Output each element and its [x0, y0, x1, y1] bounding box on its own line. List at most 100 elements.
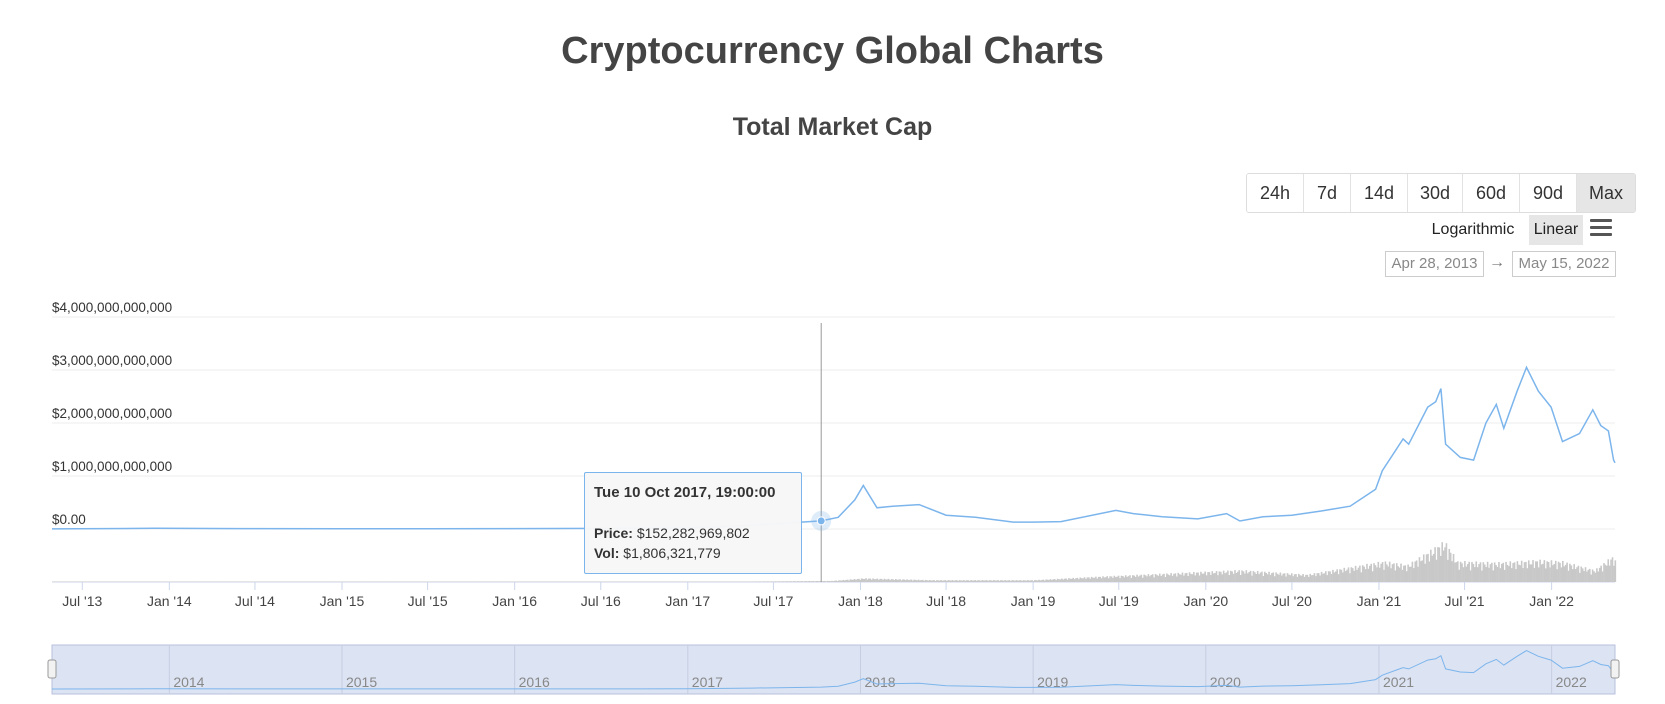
volume-bar — [1317, 573, 1320, 582]
logarithmic-scale-button[interactable]: Logarithmic — [1431, 221, 1515, 238]
volume-bar — [710, 581, 713, 582]
volume-bar — [1499, 568, 1502, 582]
x-tick-label: Jan '22 — [1529, 593, 1574, 609]
volume-bar — [1390, 568, 1392, 582]
volume-bar — [1014, 580, 1016, 582]
volume-bar — [157, 581, 159, 582]
volume-bar — [1105, 577, 1107, 582]
date-from-input[interactable]: Apr 28, 2013 — [1385, 251, 1484, 277]
volume-bar — [1167, 574, 1170, 582]
volume-bar — [1367, 568, 1370, 582]
range-button-90d[interactable]: 90d — [1520, 174, 1577, 212]
volume-bar — [1004, 580, 1006, 582]
navigator-handle-left[interactable] — [47, 659, 57, 679]
volume-bar — [753, 581, 755, 582]
volume-bar — [486, 581, 488, 582]
volume-bar — [581, 581, 583, 582]
y-tick-label: $4,000,000,000,000 — [52, 300, 172, 315]
volume-bar — [354, 581, 356, 582]
volume-bar — [791, 581, 793, 582]
volume-bar — [947, 580, 950, 582]
volume-bar — [412, 581, 415, 582]
menu-icon[interactable] — [1590, 219, 1612, 237]
volume-bar — [1034, 580, 1036, 582]
volume-bar — [528, 581, 531, 582]
volume-bar — [1351, 568, 1354, 582]
volume-bar — [1354, 565, 1357, 582]
volume-bar — [226, 581, 229, 582]
volume-bar — [1217, 575, 1219, 582]
volume-bar — [843, 580, 846, 582]
volume-bar — [805, 581, 808, 582]
range-button-60d[interactable]: 60d — [1463, 174, 1520, 212]
volume-bar — [203, 581, 206, 582]
volume-bar — [704, 581, 707, 582]
volume-bar — [1302, 574, 1304, 582]
volume-bar — [1255, 573, 1258, 582]
range-button-max[interactable]: Max — [1577, 174, 1635, 212]
volume-bar — [765, 581, 768, 582]
volume-bar — [1461, 563, 1463, 582]
volume-bar — [239, 581, 241, 582]
volume-bar — [1279, 572, 1282, 582]
volume-bar — [795, 581, 798, 582]
volume-bar — [700, 581, 703, 582]
volume-bar — [447, 581, 450, 582]
volume-bar — [1187, 576, 1189, 582]
volume-bar — [907, 580, 910, 582]
volume-bar — [249, 581, 251, 582]
chart-title: Total Market Cap — [732, 113, 933, 141]
volume-bar — [1510, 568, 1513, 582]
volume-bar — [886, 579, 889, 582]
volume-bar — [535, 581, 538, 582]
volume-bar — [340, 581, 342, 582]
volume-bar — [1099, 576, 1101, 582]
volume-bar — [717, 581, 720, 582]
volume-bar — [480, 581, 483, 582]
volume-bar — [1036, 580, 1039, 582]
volume-bar — [860, 578, 863, 582]
volume-bar — [1278, 574, 1280, 582]
range-button-14d[interactable]: 14d — [1351, 174, 1408, 212]
volume-bar — [483, 581, 486, 582]
volume-bar — [814, 581, 816, 582]
range-button-30d[interactable]: 30d — [1408, 174, 1463, 212]
volume-bar — [240, 581, 243, 582]
volume-bar — [534, 581, 537, 582]
volume-bar — [897, 579, 900, 582]
volume-bar — [402, 581, 405, 582]
price-line — [51, 365, 1616, 530]
page-title: Cryptocurrency Global Charts — [561, 30, 1104, 72]
volume-bar — [426, 581, 429, 582]
range-button-7d[interactable]: 7d — [1304, 174, 1351, 212]
volume-bar — [862, 578, 864, 582]
volume-bar — [638, 581, 640, 582]
volume-bar — [755, 581, 758, 582]
volume-bar — [237, 581, 240, 582]
volume-bar — [798, 581, 801, 582]
volume-bar — [849, 579, 852, 582]
volume-bar — [609, 581, 612, 582]
volume-bar — [1157, 575, 1160, 582]
volume-bar — [342, 581, 345, 582]
volume-bar — [965, 580, 968, 582]
volume-bar — [320, 581, 322, 582]
volume-bar — [172, 581, 175, 582]
volume-bar — [1435, 559, 1438, 582]
volume-bar — [1330, 574, 1333, 582]
volume-bar — [690, 581, 693, 582]
volume-bar — [863, 578, 866, 582]
volume-bar — [97, 581, 100, 582]
linear-scale-button[interactable]: Linear — [1529, 215, 1583, 245]
volume-bar — [489, 581, 491, 582]
volume-bar — [464, 581, 467, 582]
volume-bar — [1252, 571, 1255, 582]
date-to-input[interactable]: May 15, 2022 — [1512, 251, 1616, 277]
navigator-handle-right[interactable] — [1610, 659, 1620, 679]
volume-bar — [1114, 577, 1117, 582]
volume-bar — [323, 581, 325, 582]
volume-bar — [1581, 568, 1584, 582]
volume-bar — [1474, 567, 1476, 582]
range-button-24h[interactable]: 24h — [1247, 174, 1304, 212]
volume-bar — [971, 580, 974, 582]
